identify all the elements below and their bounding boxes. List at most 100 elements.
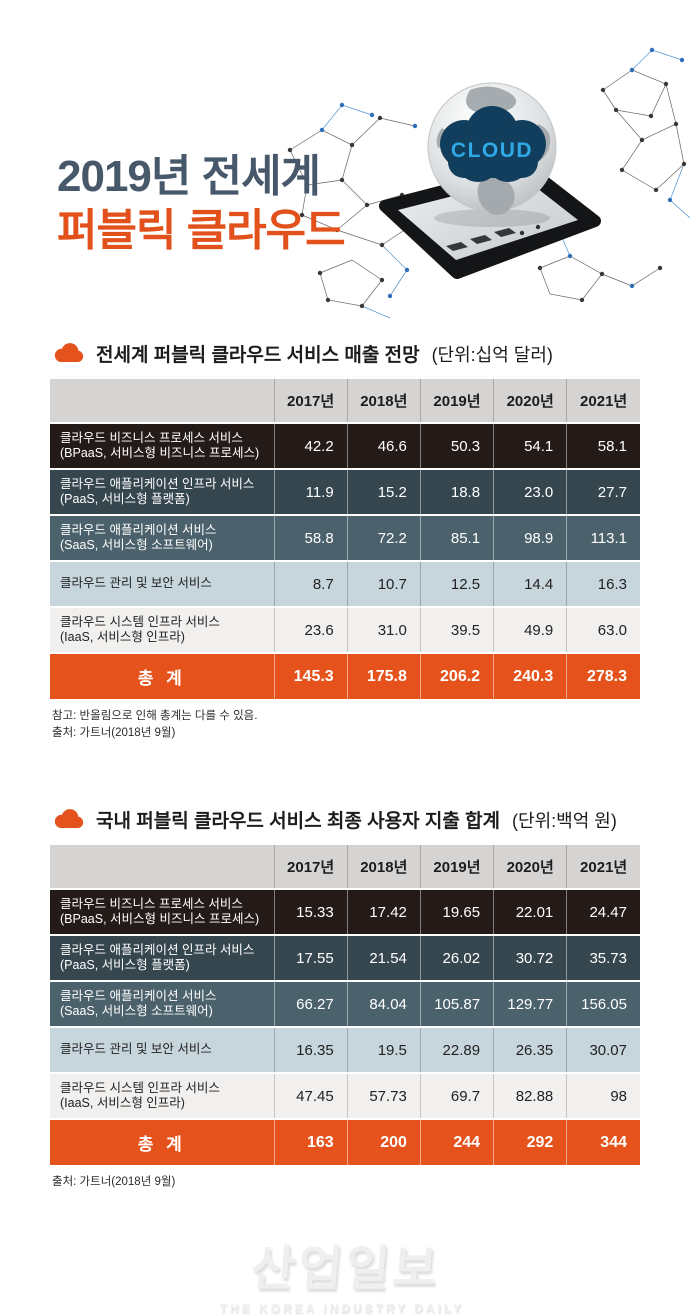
value-cell: 23.0	[493, 468, 567, 515]
section-domestic: 국내 퍼블릭 클라우드 서비스 최종 사용자 지출 합계 (단위:백억 원) 2…	[50, 806, 640, 1191]
table-row: 클라우드 비즈니스 프로세스 서비스 (BPaaS, 서비스형 비즈니스 프로세…	[50, 888, 640, 935]
year-header: 2019년	[419, 845, 494, 889]
total-value-cell: 206.2	[419, 652, 494, 699]
section2-title-text: 국내 퍼블릭 클라우드 서비스 최종 사용자 지출 합계	[96, 811, 501, 832]
total-value-cell: 244	[419, 1118, 494, 1165]
year-header: 2017년	[273, 845, 348, 889]
value-cell: 105.87	[419, 980, 494, 1027]
total-row: 총 계 163 200 244 292 344	[50, 1118, 640, 1165]
year-header: 2018년	[346, 379, 421, 423]
section2-title: 국내 퍼블릭 클라우드 서비스 최종 사용자 지출 합계 (단위:백억 원)	[52, 806, 640, 833]
value-cell: 15.2	[346, 468, 421, 515]
table-header-row: 2017년 2018년 2019년 2020년 2021년	[50, 379, 640, 423]
publisher-logo: 산업일보 THE KOREA INDUSTRY DAILY	[0, 1229, 690, 1315]
value-cell: 12.5	[419, 560, 494, 607]
cloud-icon	[440, 106, 546, 182]
value-cell: 18.8	[419, 468, 494, 515]
page-title-line1: 2019년 전세계	[57, 152, 321, 201]
value-cell: 16.35	[273, 1026, 348, 1073]
year-header: 2017년	[273, 379, 348, 423]
value-cell: 26.35	[493, 1026, 567, 1073]
year-header: 2019년	[419, 379, 494, 423]
value-cell: 58.1	[566, 422, 640, 469]
value-cell: 15.33	[273, 888, 348, 935]
row-label: 클라우드 애플리케이션 서비스 (SaaS, 서비스형 소프트웨어)	[50, 514, 275, 561]
value-cell: 39.5	[419, 606, 494, 653]
table-header-row: 2017년 2018년 2019년 2020년 2021년	[50, 845, 640, 889]
table-row: 클라우드 관리 및 보안 서비스 8.7 10.7 12.5 14.4 16.3	[50, 560, 640, 607]
value-cell: 17.42	[346, 888, 421, 935]
value-cell: 24.47	[566, 888, 640, 935]
value-cell: 57.73	[346, 1072, 421, 1119]
value-cell: 84.04	[346, 980, 421, 1027]
value-cell: 14.4	[493, 560, 567, 607]
value-cell: 22.89	[419, 1026, 494, 1073]
row-label: 클라우드 시스템 인프라 서비스 (IaaS, 서비스형 인프라)	[50, 606, 275, 653]
section1-title-text: 전세계 퍼블릭 클라우드 서비스 매출 전망	[96, 345, 420, 366]
value-cell: 23.6	[273, 606, 348, 653]
value-cell: 16.3	[566, 560, 640, 607]
value-cell: 58.8	[273, 514, 348, 561]
value-cell: 26.02	[419, 934, 494, 981]
value-cell: 49.9	[493, 606, 567, 653]
row-label: 클라우드 관리 및 보안 서비스	[50, 560, 275, 607]
value-cell: 69.7	[419, 1072, 494, 1119]
table-row: 클라우드 애플리케이션 서비스 (SaaS, 서비스형 소프트웨어) 58.8 …	[50, 514, 640, 561]
page-title-line2: 퍼블릭 클라우드	[57, 205, 346, 255]
value-cell: 35.73	[566, 934, 640, 981]
table1-notes: 참고: 반올림으로 인해 총계는 다를 수 있음. 출처: 가트너(2018년 …	[52, 708, 640, 742]
row-label: 클라우드 시스템 인프라 서비스 (IaaS, 서비스형 인프라)	[50, 1072, 275, 1119]
value-cell: 113.1	[566, 514, 640, 561]
total-value-cell: 175.8	[346, 652, 421, 699]
value-cell: 82.88	[493, 1072, 567, 1119]
value-cell: 22.01	[493, 888, 567, 935]
logo-english-text: THE KOREA INDUSTRY DAILY	[219, 1301, 465, 1315]
logo-korean-text: 산업일보	[248, 1243, 442, 1296]
page-title: 2019년 전세계 퍼블릭 클라우드	[57, 150, 346, 257]
empty-header-cell	[50, 379, 275, 423]
table-row: 클라우드 애플리케이션 인프라 서비스 (PaaS, 서비스형 플랫폼) 17.…	[50, 934, 640, 981]
section1-unit-label: (단위:십억 달러)	[431, 344, 553, 365]
table-row: 클라우드 시스템 인프라 서비스 (IaaS, 서비스형 인프라) 23.6 3…	[50, 606, 640, 653]
total-value-cell: 200	[346, 1118, 421, 1165]
value-cell: 30.07	[566, 1026, 640, 1073]
value-cell: 156.05	[566, 980, 640, 1027]
total-row: 총 계 145.3 175.8 206.2 240.3 278.3	[50, 652, 640, 699]
orange-cloud-icon	[54, 809, 84, 828]
table2-notes: 출처: 가트너(2018년 9월)	[52, 1174, 640, 1191]
value-cell: 8.7	[273, 560, 348, 607]
value-cell: 17.55	[273, 934, 348, 981]
cloud-computing-illustration: CLOUD	[287, 47, 690, 319]
hero-banner: 2019년 전세계 퍼블릭 클라우드	[0, 0, 690, 330]
total-label: 총 계	[50, 1118, 275, 1165]
orange-cloud-icon	[54, 343, 84, 362]
value-cell: 72.2	[346, 514, 421, 561]
total-value-cell: 163	[273, 1118, 348, 1165]
rounding-note: 참고: 반올림으로 인해 총계는 다를 수 있음.	[52, 710, 258, 722]
value-cell: 42.2	[273, 422, 348, 469]
section2-unit-label: (단위:백억 원)	[512, 810, 617, 831]
value-cell: 21.54	[346, 934, 421, 981]
total-value-cell: 344	[566, 1118, 640, 1165]
value-cell: 30.72	[493, 934, 567, 981]
value-cell: 27.7	[566, 468, 640, 515]
row-label: 클라우드 애플리케이션 서비스 (SaaS, 서비스형 소프트웨어)	[50, 980, 275, 1027]
value-cell: 47.45	[273, 1072, 348, 1119]
table-row: 클라우드 시스템 인프라 서비스 (IaaS, 서비스형 인프라) 47.45 …	[50, 1072, 640, 1119]
section-global: 전세계 퍼블릭 클라우드 서비스 매출 전망 (단위:십억 달러) 2017년 …	[50, 340, 640, 742]
value-cell: 46.6	[346, 422, 421, 469]
table-row: 클라우드 관리 및 보안 서비스 16.35 19.5 22.89 26.35 …	[50, 1026, 640, 1073]
year-header: 2018년	[346, 845, 421, 889]
source-note: 출처: 가트너(2018년 9월)	[52, 727, 176, 739]
total-value-cell: 278.3	[566, 652, 640, 699]
total-label: 총 계	[50, 652, 275, 699]
value-cell: 11.9	[273, 468, 348, 515]
total-value-cell: 240.3	[493, 652, 567, 699]
section1-title: 전세계 퍼블릭 클라우드 서비스 매출 전망 (단위:십억 달러)	[52, 340, 640, 367]
value-cell: 66.27	[273, 980, 348, 1027]
empty-header-cell	[50, 845, 275, 889]
cloud-word-label: CLOUD	[451, 139, 533, 162]
value-cell: 19.5	[346, 1026, 421, 1073]
value-cell: 98	[566, 1072, 640, 1119]
value-cell: 85.1	[419, 514, 494, 561]
